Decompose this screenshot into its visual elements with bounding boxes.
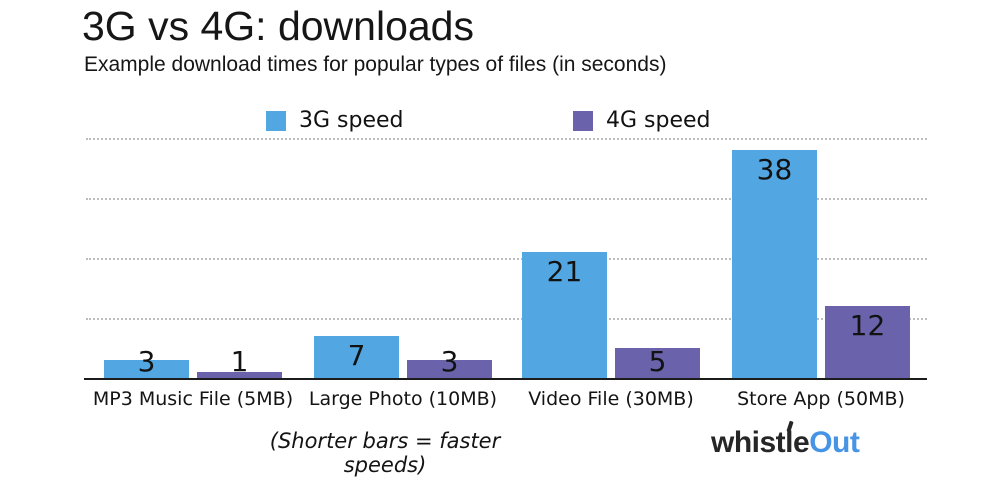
chart-subtitle: Example download times for popular types… (84, 53, 667, 76)
plot-area: 3 1 7 3 21 5 38 12 (84, 138, 927, 380)
bar-3g-group4 (732, 150, 817, 378)
bar-4g-group3 (615, 348, 700, 378)
legend-item-4g: 4G speed (573, 108, 711, 133)
legend-label-4g: 4G speed (606, 108, 711, 133)
bar-3g-group3 (522, 252, 607, 378)
legend-label-3g: 3G speed (299, 108, 404, 133)
x-axis-label: MP3 Music File (5MB) (92, 388, 294, 410)
bar-value-label: 21 (546, 255, 583, 288)
chart-note: (Shorter bars = faster speeds) (269, 429, 501, 477)
bar-value-label: 1 (230, 345, 249, 378)
whistleout-logo: whistleOut (711, 426, 860, 460)
gridline-30 (86, 198, 927, 200)
bar-value-label: 5 (648, 345, 667, 378)
legend-swatch-4g-icon (573, 110, 593, 131)
gridline-40 (86, 138, 927, 140)
bar-3g-group2 (314, 336, 399, 378)
gridline-10 (86, 318, 927, 320)
x-axis-label: Large Photo (10MB) (308, 388, 498, 410)
x-axis-label: Video File (30MB) (528, 388, 694, 410)
legend-swatch-3g-icon (266, 110, 286, 131)
bar-value-label: 12 (849, 309, 886, 342)
legend-item-3g: 3G speed (266, 108, 404, 133)
bar-value-label: 3 (137, 345, 156, 378)
bar-4g-group1 (197, 372, 282, 378)
chart-title: 3G vs 4G: downloads (82, 3, 474, 49)
bar-value-label: 38 (756, 153, 793, 186)
x-axis-label: Store App (50MB) (737, 388, 905, 410)
bar-3g-group1 (104, 360, 189, 378)
bar-4g-group4 (825, 306, 910, 378)
x-axis-line (84, 378, 927, 380)
bar-value-label: 7 (347, 339, 366, 372)
bar-4g-group2 (407, 360, 492, 378)
bar-value-label: 3 (440, 345, 459, 378)
gridline-20 (86, 258, 927, 260)
logo-text-blue: Out (809, 426, 860, 459)
logo-text-dark: whistle (711, 426, 810, 459)
